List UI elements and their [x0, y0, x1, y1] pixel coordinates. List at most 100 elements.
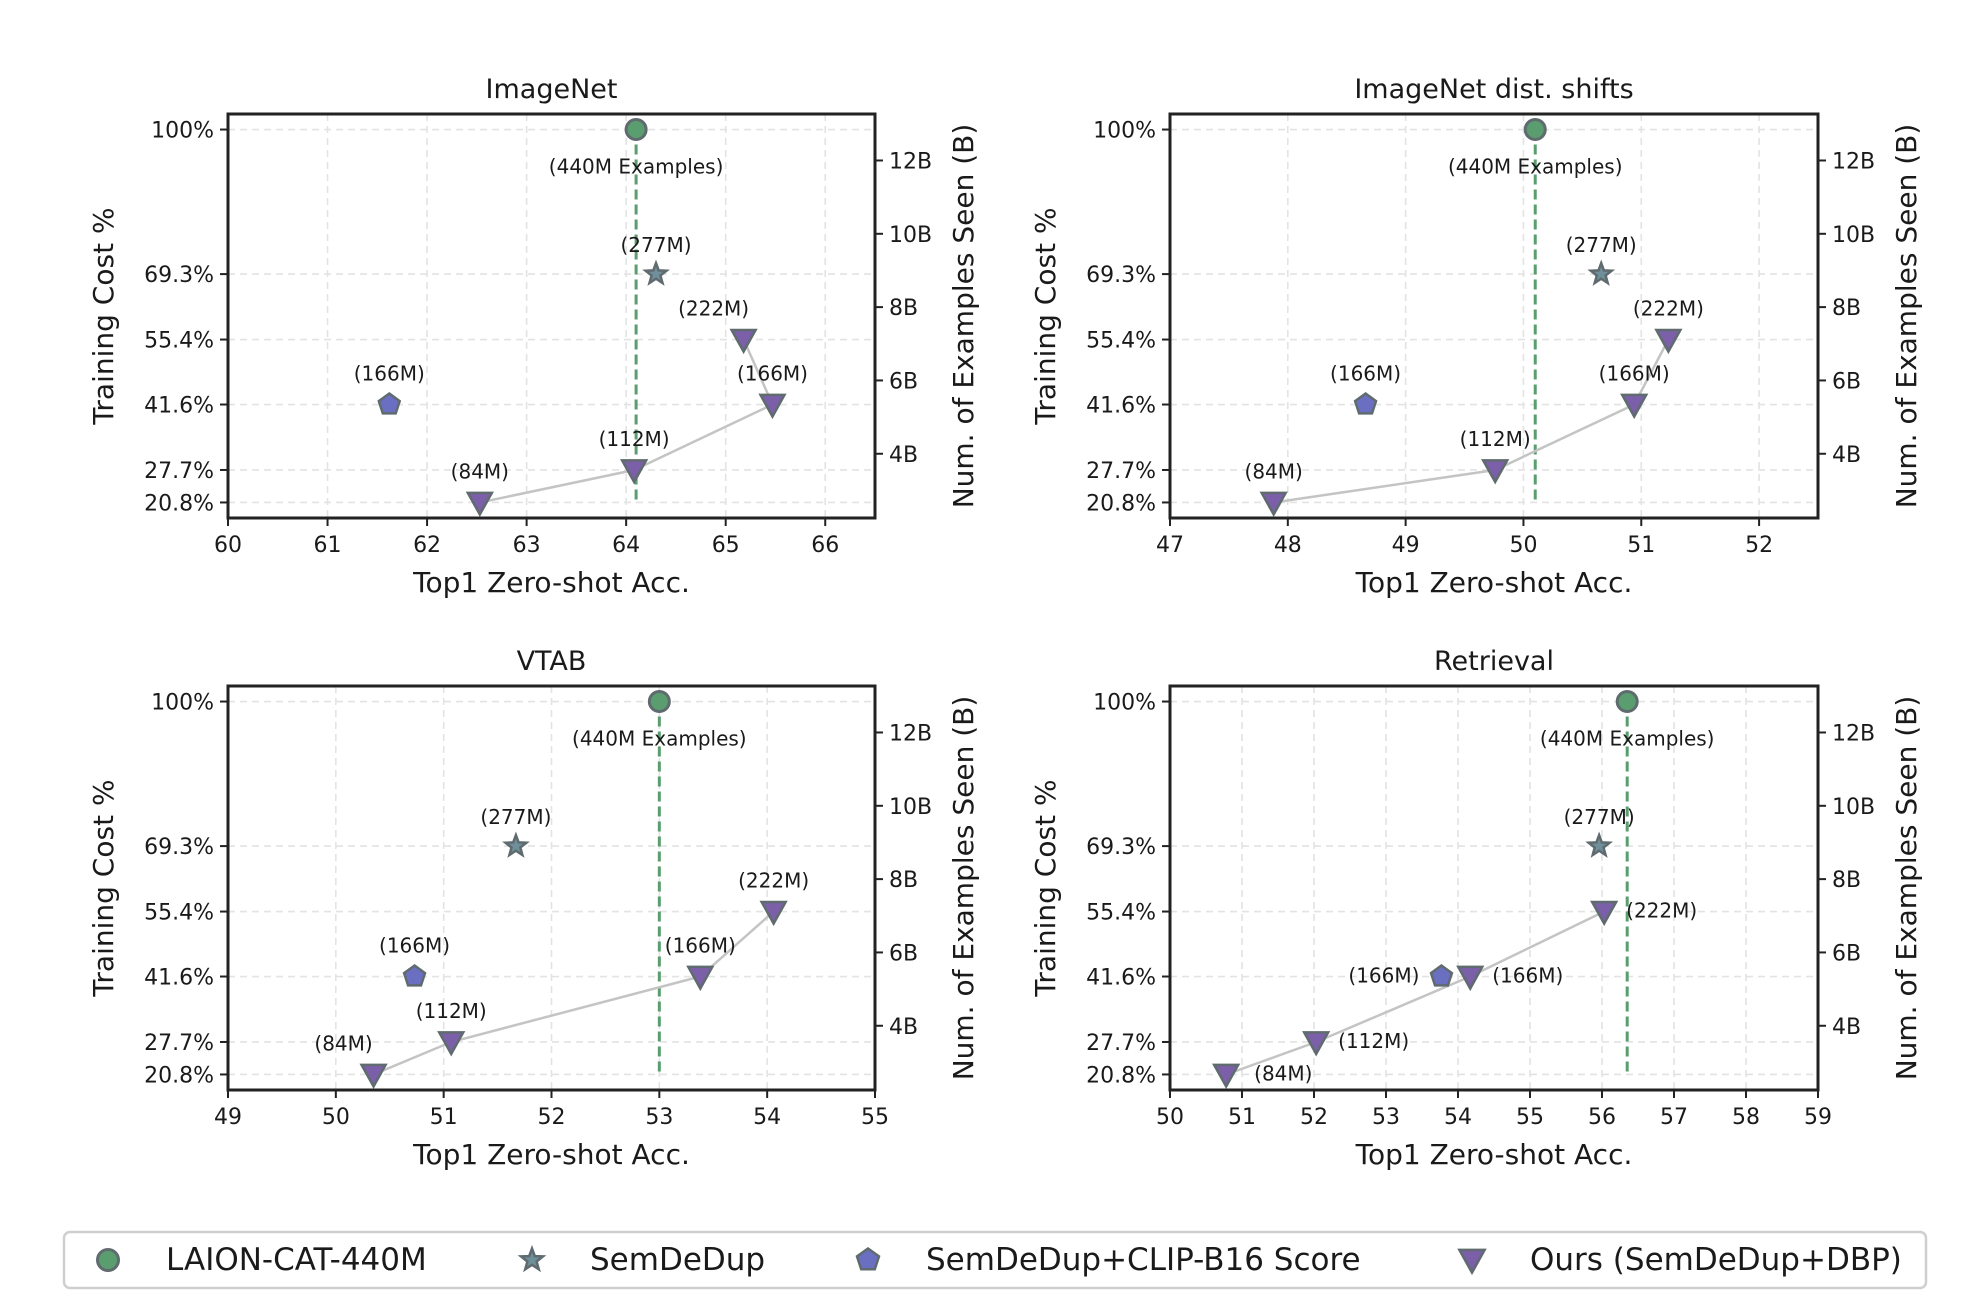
x-tick-label: 66	[811, 533, 839, 558]
x-tick-label: 65	[712, 533, 740, 558]
ours-label: (112M)	[1460, 427, 1531, 451]
semdedup-label: (277M)	[1566, 233, 1637, 257]
clip-point	[1353, 391, 1378, 415]
baseline-point	[647, 690, 671, 714]
chart-panel: Retrieval 50 51 52 53 54 55 56 57 58 59 Top1 Zero-s…	[1029, 646, 1923, 1171]
ours-point	[729, 328, 758, 355]
ours-point	[437, 1031, 466, 1057]
y-tick-label: 41.6%	[1086, 966, 1156, 991]
plot-frame	[1168, 112, 1820, 520]
plot-frame	[226, 112, 877, 520]
y-tick-label: 55.4%	[144, 329, 214, 354]
ours-point	[1259, 491, 1288, 518]
ours-point	[686, 965, 715, 992]
ours-label: (112M)	[416, 999, 487, 1023]
x-tick-label: 60	[214, 533, 242, 558]
chart-title: VTAB	[517, 646, 587, 677]
x-tick-label: 61	[314, 533, 342, 558]
y-tick-label: 100%	[1093, 119, 1156, 144]
x-tick-label: 50	[322, 1105, 350, 1130]
x-axis-label: Top1 Zero-shot Acc.	[1355, 1138, 1633, 1171]
ours-label: (166M)	[737, 362, 808, 386]
right-y-tick-label: 12B	[889, 149, 932, 174]
ours-label: (84M)	[314, 1031, 372, 1055]
y-tick-label: 20.8%	[1086, 1063, 1156, 1088]
chart-panel: VTAB 49 50 51 52 53 54 55 Top1 Zero-shot Acc. 20.…	[87, 646, 980, 1171]
ours-point	[1654, 328, 1683, 355]
semdedup-label: (277M)	[480, 805, 551, 829]
ours-label: (112M)	[1338, 1029, 1409, 1053]
x-tick-label: 54	[753, 1105, 781, 1130]
y-tick-label: 100%	[1093, 691, 1156, 716]
x-tick-label: 59	[1804, 1105, 1832, 1130]
baseline-label: (440M Examples)	[1448, 155, 1623, 179]
ours-line	[373, 910, 775, 1076]
ours-line	[479, 338, 775, 504]
ours-label: (222M)	[1633, 297, 1704, 321]
right-y-tick-label: 12B	[1832, 721, 1875, 746]
legend-marker-star	[517, 1244, 547, 1273]
right-y-tick-label: 6B	[889, 941, 918, 966]
right-y-tick-label: 10B	[1832, 223, 1875, 248]
x-tick-label: 55	[1516, 1105, 1544, 1130]
clip-label: (166M)	[1348, 964, 1419, 988]
right-y-tick-label: 8B	[889, 868, 918, 893]
x-axis-label: Top1 Zero-shot Acc.	[412, 1138, 690, 1171]
legend: LAION-CAT-440M SemDeDup SemDeDup+CLIP-B16 …	[62, 1230, 1928, 1290]
y-tick-label: 27.7%	[144, 459, 214, 484]
right-y-axis-label: Num. of Examples Seen (B)	[947, 696, 980, 1081]
semdedup-point	[642, 259, 670, 286]
clip-point	[1429, 963, 1454, 987]
clip-label: (166M)	[379, 934, 450, 958]
x-tick-label: 55	[861, 1105, 889, 1130]
legend-marker-circle	[96, 1248, 120, 1272]
y-tick-label: 55.4%	[1086, 329, 1156, 354]
ours-point	[1481, 459, 1510, 485]
right-y-tick-label: 6B	[889, 369, 918, 394]
chart-panel: ImageNet 60 61 62 63 64 65 66 Top1 Zero-shot Acc…	[87, 74, 980, 599]
right-y-tick-label: 4B	[889, 1015, 918, 1040]
baseline-point	[624, 118, 648, 142]
x-tick-label: 49	[214, 1105, 242, 1130]
ours-point	[1212, 1063, 1241, 1090]
x-tick-label: 63	[513, 533, 541, 558]
y-tick-label: 27.7%	[1086, 459, 1156, 484]
x-tick-label: 56	[1588, 1105, 1616, 1130]
ours-line	[1273, 338, 1670, 504]
ours-point	[619, 459, 649, 485]
ours-label: (84M)	[1254, 1061, 1312, 1085]
y-tick-label: 69.3%	[1086, 835, 1156, 860]
ours-label: (84M)	[1245, 459, 1303, 483]
legend-label: LAION-CAT-440M	[166, 1242, 427, 1278]
legend-label: SemDeDup+CLIP-B16 Score	[926, 1242, 1361, 1278]
y-tick-label: 41.6%	[1086, 394, 1156, 419]
right-y-axis-label: Num. of Examples Seen (B)	[1890, 124, 1923, 509]
x-axis-label: Top1 Zero-shot Acc.	[1355, 566, 1633, 599]
right-y-tick-label: 4B	[1832, 443, 1861, 468]
ours-point	[1456, 965, 1485, 992]
clip-point	[377, 391, 402, 415]
y-tick-label: 20.8%	[1086, 491, 1156, 516]
baseline-point	[1615, 690, 1639, 714]
y-tick-label: 41.6%	[144, 394, 214, 419]
clip-label: (166M)	[1330, 362, 1401, 386]
x-tick-label: 49	[1392, 533, 1420, 558]
y-tick-label: 27.7%	[1086, 1031, 1156, 1056]
ours-line	[1225, 910, 1605, 1076]
y-tick-label: 69.3%	[144, 835, 214, 860]
y-axis-label: Training Cost %	[1029, 779, 1062, 997]
x-tick-label: 51	[1228, 1105, 1256, 1130]
legend-frame	[62, 1230, 1928, 1290]
right-y-tick-label: 10B	[1832, 795, 1875, 820]
right-y-tick-label: 4B	[889, 443, 918, 468]
legend-marker-triangle-down	[1457, 1248, 1487, 1276]
right-y-tick-label: 8B	[889, 296, 918, 321]
plot-frame	[226, 684, 877, 1092]
x-tick-label: 52	[538, 1105, 566, 1130]
y-tick-label: 100%	[151, 691, 214, 716]
x-tick-label: 62	[413, 533, 441, 558]
right-y-tick-label: 4B	[1832, 1015, 1861, 1040]
y-tick-label: 69.3%	[144, 263, 214, 288]
right-y-tick-label: 6B	[1832, 941, 1861, 966]
